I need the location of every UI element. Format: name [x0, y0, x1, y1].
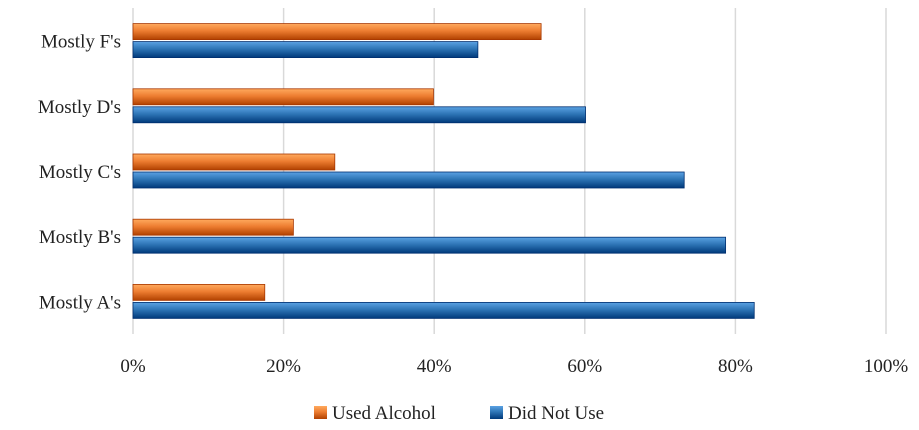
- bar-did-not-use-mostly-c-s: [132, 171, 685, 189]
- bar-did-not-use-mostly-a-s: [132, 301, 755, 319]
- bar-used-alcohol-mostly-b-s: [132, 218, 294, 236]
- category-label-mostly-b-s: Mostly B's: [39, 227, 121, 248]
- category-label-mostly-c-s: Mostly C's: [39, 162, 121, 183]
- bar-used-alcohol-mostly-f-s: [132, 23, 542, 41]
- category-labels: Mostly A's Mostly B's Mostly C's Mostly D's…: [38, 32, 121, 314]
- legend-label-used-alcohol: Used Alcohol: [332, 403, 436, 424]
- category-label-mostly-f-s: Mostly F's: [41, 32, 121, 53]
- x-tick-label: 40%: [417, 356, 452, 377]
- x-tick-label: 0%: [120, 356, 146, 377]
- x-tick-label: 100%: [864, 356, 909, 377]
- x-tick-label: 80%: [718, 356, 753, 377]
- legend-label-did-not-use: Did Not Use: [508, 403, 604, 424]
- legend-swatch-did-not-use: [490, 406, 503, 419]
- bar-used-alcohol-mostly-a-s: [132, 283, 266, 301]
- x-tick-label: 20%: [266, 356, 301, 377]
- legend-item-used-alcohol: Used Alcohol: [314, 403, 436, 424]
- legend-item-did-not-use: Did Not Use: [490, 403, 604, 424]
- bar-did-not-use-mostly-f-s: [132, 41, 479, 58]
- legend-swatch-used-alcohol: [314, 406, 327, 419]
- bars: [132, 23, 755, 319]
- bar-did-not-use-mostly-d-s: [132, 106, 586, 124]
- bar-used-alcohol-mostly-d-s: [132, 88, 434, 106]
- x-axis-tick-labels: 0% 20% 40% 60% 80% 100%: [120, 356, 908, 377]
- legend: Used Alcohol Did Not Use: [314, 403, 604, 424]
- gridlines: [132, 8, 887, 334]
- bar-used-alcohol-mostly-c-s: [132, 153, 336, 171]
- category-label-mostly-d-s: Mostly D's: [38, 97, 121, 118]
- x-tick-label: 60%: [567, 356, 602, 377]
- category-label-mostly-a-s: Mostly A's: [39, 292, 121, 313]
- bar-did-not-use-mostly-b-s: [132, 236, 727, 254]
